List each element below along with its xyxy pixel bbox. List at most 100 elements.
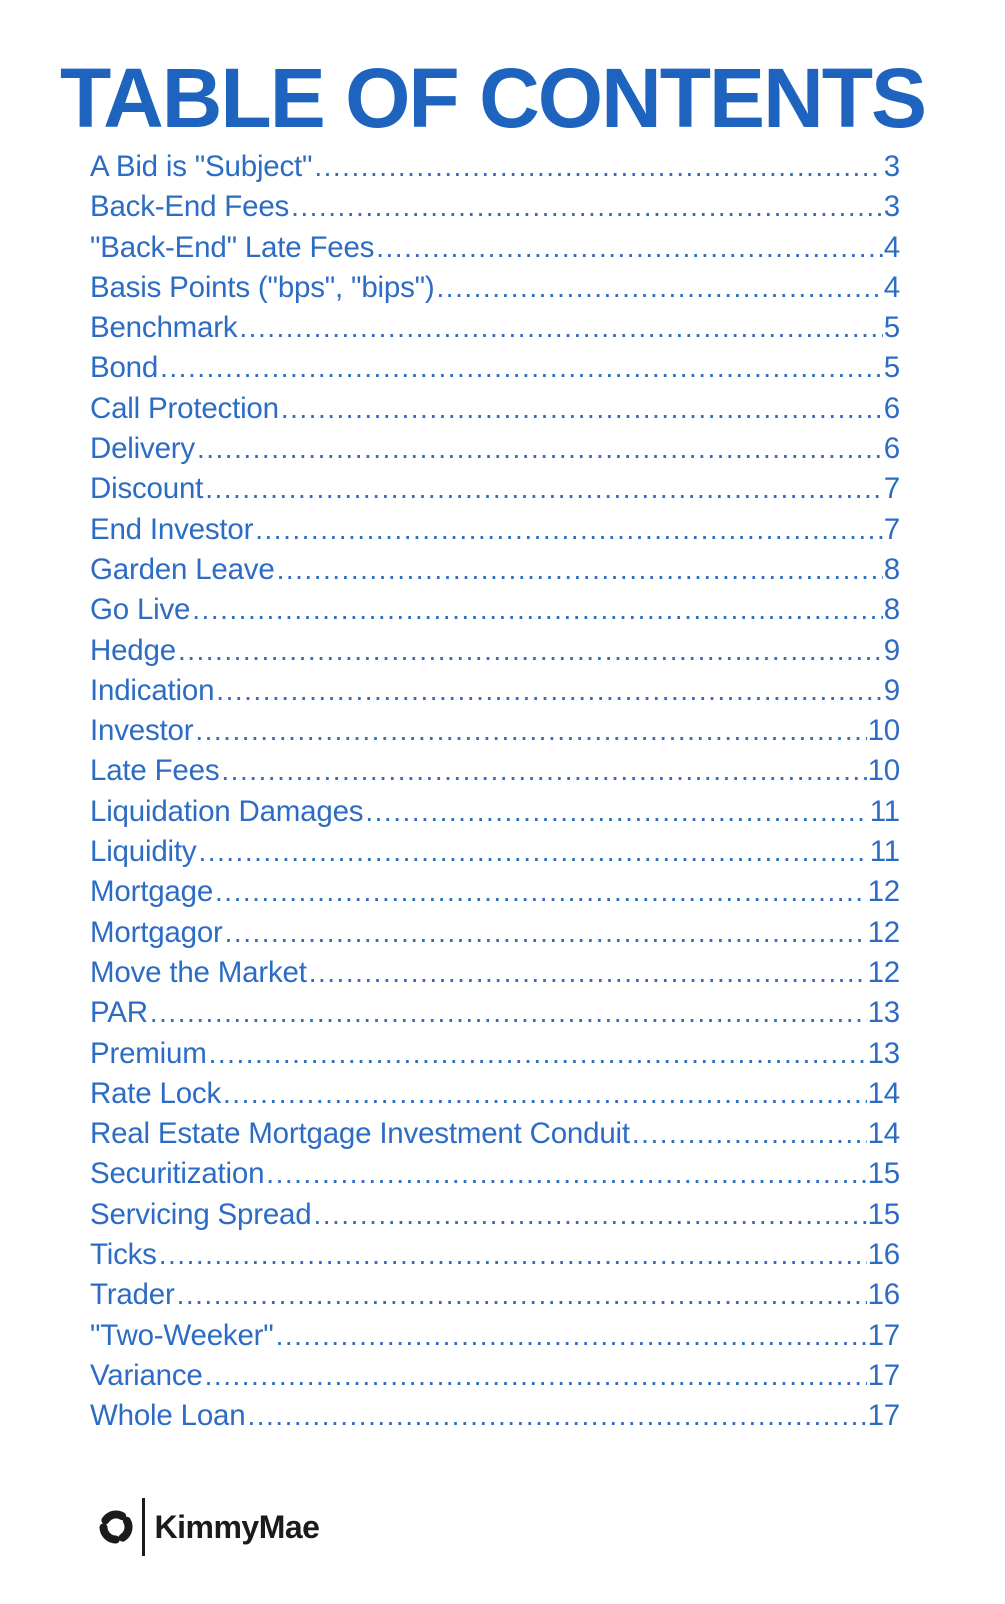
toc-entry-row: Investor 10 (90, 714, 900, 754)
dotted-leader (291, 191, 883, 223)
toc-entry-page: 14 (867, 1076, 901, 1110)
dotted-leader (223, 1078, 867, 1110)
dotted-leader (632, 1118, 867, 1150)
footer-brand: KimmyMae (98, 1496, 320, 1558)
dotted-leader (255, 514, 883, 546)
page-title: TABLE OF CONTENTS (60, 51, 927, 145)
toc-entry-row: Premium 13 (90, 1037, 900, 1077)
toc-entry-label: Investor (90, 714, 194, 748)
toc-entry-page: 17 (867, 1399, 901, 1433)
toc-entry-page: 11 (869, 835, 900, 869)
dotted-leader (215, 876, 867, 908)
dotted-leader (276, 1320, 867, 1352)
brand-name: KimmyMae (154, 1508, 320, 1545)
toc-entry-row: Rate Lock 14 (90, 1077, 900, 1117)
toc-entry-label: Mortgage (90, 875, 214, 909)
toc-entry-label: Basis Points ("bps", "bips") (90, 270, 435, 304)
toc-entry-page: 12 (867, 955, 901, 989)
toc-entry-row: Variance 17 (90, 1359, 900, 1399)
toc-entry-page: 16 (867, 1238, 901, 1272)
toc-entry-label: Servicing Spread (90, 1197, 312, 1231)
toc-entry-page: 8 (883, 552, 900, 586)
toc-entry-label: Whole Loan (90, 1399, 246, 1433)
dotted-leader (247, 1400, 866, 1432)
toc-entry-label: Liquidity (90, 835, 197, 869)
toc-entry-row: Call Protection 6 (90, 392, 900, 432)
dotted-leader (216, 675, 882, 707)
toc-entry-page: 13 (867, 996, 901, 1030)
toc-entry-label: Premium (90, 1036, 207, 1070)
toc-entry-page: 8 (883, 593, 900, 627)
toc-entry-row: Mortgagor 12 (90, 916, 900, 956)
toc-entry-label: Trader (90, 1278, 175, 1312)
toc-entry-row: Basis Points ("bps", "bips") 4 (90, 271, 900, 311)
dotted-leader (313, 1199, 866, 1231)
dotted-leader (281, 393, 883, 425)
dotted-leader (376, 232, 883, 264)
toc-entry-label: Rate Lock (90, 1076, 222, 1110)
dotted-leader (437, 272, 883, 304)
toc-entry-label: Variance (90, 1358, 203, 1392)
toc-entry-label: Securitization (90, 1157, 265, 1191)
dotted-leader (221, 755, 866, 787)
dotted-leader (365, 796, 868, 828)
dotted-leader (277, 554, 883, 586)
toc-list: A Bid is "Subject" 3 Back-End Fees 3 "Ba… (90, 150, 900, 1440)
toc-entry-page: 6 (883, 432, 900, 466)
toc-entry-label: Discount (90, 472, 204, 506)
toc-entry-row: Ticks 16 (90, 1238, 900, 1278)
toc-entry-label: "Two-Weeker" (90, 1318, 274, 1352)
toc-entry-page: 15 (867, 1157, 901, 1191)
dotted-leader (150, 997, 867, 1029)
toc-entry-page: 4 (883, 270, 900, 304)
toc-entry-row: Hedge 9 (90, 634, 900, 674)
dotted-leader (314, 151, 882, 183)
toc-entry-row: Real Estate Mortgage Investment Conduit … (90, 1117, 900, 1157)
toc-entry-page: 16 (867, 1278, 901, 1312)
toc-entry-label: Hedge (90, 633, 176, 667)
toc-entry-page: 17 (867, 1358, 901, 1392)
toc-entry-page: 4 (883, 230, 900, 264)
toc-entry-page: 17 (867, 1318, 901, 1352)
toc-entry-row: Bond 5 (90, 351, 900, 391)
dotted-leader (159, 1239, 867, 1271)
toc-entry-row: "Back-End" Late Fees 4 (90, 231, 900, 271)
toc-entry-label: Back-End Fees (90, 190, 290, 224)
dotted-leader (225, 917, 867, 949)
toc-entry-row: Whole Loan 17 (90, 1399, 900, 1439)
toc-entry-page: 3 (883, 150, 900, 183)
toc-entry-label: Delivery (90, 432, 195, 466)
dotted-leader (192, 594, 883, 626)
toc-entry-page: 12 (867, 875, 901, 909)
toc-entry-row: Mortgage 12 (90, 875, 900, 915)
dotted-leader (178, 635, 883, 667)
toc-entry-row: Liquidity 11 (90, 835, 900, 875)
toc-entry-label: Call Protection (90, 391, 279, 425)
dotted-leader (309, 957, 867, 989)
toc-entry-page: 5 (883, 351, 900, 385)
toc-entry-page: 9 (883, 673, 900, 707)
toc-entry-label: PAR (90, 996, 148, 1030)
toc-entry-row: Late Fees 10 (90, 754, 900, 794)
toc-entry-row: Liquidation Damages 11 (90, 795, 900, 835)
dotted-leader (239, 312, 882, 344)
toc-entry-label: Late Fees (90, 754, 220, 788)
dotted-leader (205, 1360, 867, 1392)
toc-entry-label: "Back-End" Late Fees (90, 230, 375, 264)
toc-entry-page: 12 (867, 915, 901, 949)
toc-entry-label: Real Estate Mortgage Investment Conduit (90, 1117, 630, 1151)
toc-entry-row: Back-End Fees 3 (90, 190, 900, 230)
dotted-leader (205, 473, 883, 505)
toc-entry-row: Discount 7 (90, 472, 900, 512)
toc-entry-row: End Investor 7 (90, 513, 900, 553)
toc-entry-page: 7 (883, 512, 900, 546)
toc-entry-row: Servicing Spread 15 (90, 1198, 900, 1238)
toc-entry-label: Move the Market (90, 955, 307, 989)
toc-entry-page: 14 (867, 1117, 901, 1151)
toc-entry-label: Indication (90, 673, 215, 707)
dotted-leader (198, 836, 868, 868)
toc-entry-page: 9 (883, 633, 900, 667)
dotted-leader (177, 1279, 867, 1311)
toc-entry-label: Ticks (90, 1238, 157, 1272)
dotted-leader (209, 1038, 867, 1070)
